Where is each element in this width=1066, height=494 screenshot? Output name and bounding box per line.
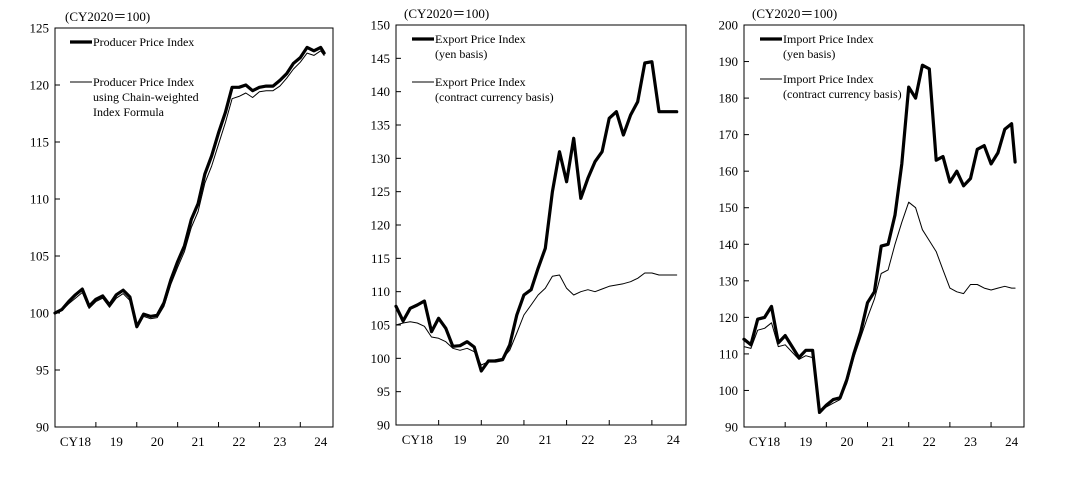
x-tick-label: 22	[923, 434, 936, 449]
y-tick-label: 135	[371, 118, 391, 133]
x-tick-label: 24	[314, 434, 328, 449]
x-tick-label: 20	[840, 434, 853, 449]
x-tick-label: 24	[1005, 434, 1019, 449]
legend-label: using Chain-weighted	[93, 90, 199, 104]
y-tick-label: 140	[719, 237, 739, 252]
y-tick-label: 125	[371, 184, 391, 199]
y-tick-label: 130	[371, 151, 391, 166]
y-tick-label: 160	[719, 164, 739, 179]
series-line-thin-1	[54, 50, 325, 329]
legend-label: Import Price Index	[783, 32, 874, 46]
y-tick-label: 100	[30, 306, 50, 321]
y-tick-label: 145	[371, 51, 391, 66]
x-tick-label: 19	[110, 434, 123, 449]
x-tick-label: 23	[624, 432, 637, 447]
chart-panel-1: (CY2020＝100) 90 95 100 105 110 115 120 125 CY18 19…	[30, 9, 334, 449]
y-tick-label: 125	[30, 21, 50, 36]
x-tick-label: 21	[539, 432, 552, 447]
y-tick-label: 150	[719, 200, 739, 215]
x-tick-label: 20	[496, 432, 509, 447]
legend-label: Index Formula	[93, 105, 165, 119]
y-tick-label: 130	[719, 273, 739, 288]
series-line-thick-3	[742, 63, 1017, 414]
y-tick-label: 100	[371, 351, 391, 366]
chart-panel-3: (CY2020＝100) 90 100 110 120 130 140 150 160 170 18…	[719, 6, 1025, 449]
y-tick-label: 170	[719, 127, 739, 142]
legend-label: (yen basis)	[783, 47, 835, 61]
y-tick-label: 90	[377, 418, 390, 433]
y-tick-label: 120	[371, 218, 391, 233]
x-tick-label: 22	[232, 434, 245, 449]
legend-label: Producer Price Index	[93, 35, 194, 49]
y-tick-label: 105	[30, 249, 50, 264]
x-tick-label: 20	[151, 434, 164, 449]
y-tick-label: 105	[371, 318, 391, 333]
y-tick-label: 120	[719, 310, 739, 325]
unit-label: (CY2020＝100)	[752, 6, 837, 21]
y-tick-label: 115	[371, 251, 390, 266]
legend-label: (contract currency basis)	[783, 87, 902, 101]
y-tick-label: 110	[719, 346, 738, 361]
series-line-thin-2	[395, 272, 678, 366]
y-tick-label: 180	[719, 91, 739, 106]
x-tick-label: 23	[964, 434, 977, 449]
series-line-thick-2	[394, 60, 679, 373]
series-line-thick-1	[53, 45, 326, 329]
x-tick-label: 19	[799, 434, 812, 449]
x-tick-label: 24	[667, 432, 681, 447]
y-tick-label: 95	[377, 384, 390, 399]
legend-label: (yen basis)	[435, 47, 487, 61]
chart-panel-2: (CY2020＝100) 90 95 100 105 110 115 120 125 130 135…	[371, 6, 687, 447]
y-tick-label: 90	[36, 420, 49, 435]
unit-label: (CY2020＝100)	[404, 6, 489, 21]
y-tick-label: 110	[30, 192, 49, 207]
y-tick-label: 110	[371, 284, 390, 299]
x-tick-label: CY18	[749, 434, 780, 449]
y-tick-label: 150	[371, 18, 391, 33]
y-tick-label: 190	[719, 54, 739, 69]
legend-label: Export Price Index	[435, 32, 526, 46]
y-tick-label: 100	[719, 383, 739, 398]
x-tick-label: 23	[273, 434, 286, 449]
y-tick-label: 140	[371, 84, 391, 99]
y-tick-label: 95	[36, 363, 49, 378]
legend-label: Export Price Index	[435, 75, 526, 89]
y-tick-label: 200	[719, 18, 739, 33]
unit-label: (CY2020＝100)	[65, 9, 150, 24]
x-tick-label: CY18	[60, 434, 91, 449]
y-tick-label: 120	[30, 78, 50, 93]
y-tick-label: 90	[725, 420, 738, 435]
x-tick-label: 22	[581, 432, 594, 447]
legend-label: Import Price Index	[783, 72, 874, 86]
x-tick-label: CY18	[402, 432, 433, 447]
plot-frame	[54, 27, 334, 428]
legend-label: (contract currency basis)	[435, 90, 554, 104]
x-tick-label: 21	[192, 434, 205, 449]
x-tick-label: 21	[882, 434, 895, 449]
legend-label: Producer Price Index	[93, 75, 194, 89]
x-tick-label: 19	[453, 432, 466, 447]
plot-frame	[743, 24, 1025, 428]
y-tick-label: 115	[30, 135, 49, 150]
series-line-thin-3	[743, 201, 1016, 413]
